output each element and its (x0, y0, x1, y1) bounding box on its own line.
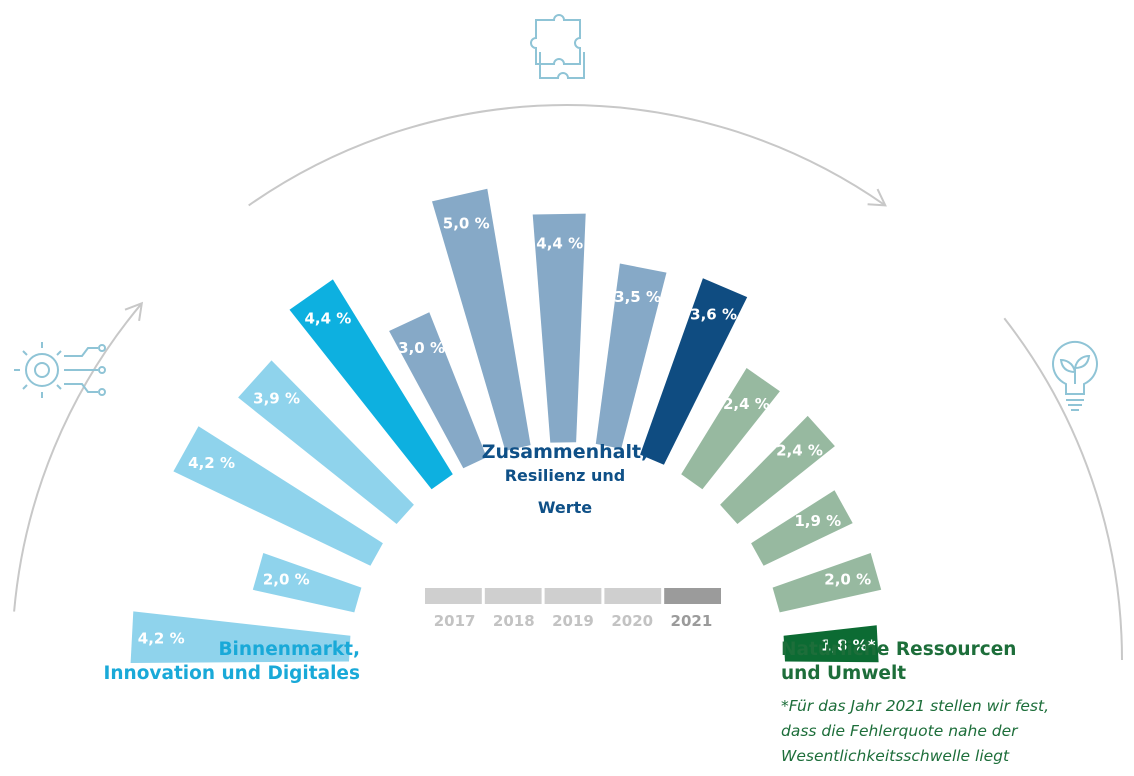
icons-layer (14, 14, 1098, 411)
bar-3-2020 (772, 553, 882, 613)
value-label: 2,0 % (824, 571, 871, 589)
bar-3-2021 (783, 625, 879, 663)
value-label: 4,4 % (536, 234, 583, 252)
value-label: 3,5 % (614, 288, 661, 306)
legend-swatch-2017 (425, 588, 482, 604)
puzzle-icon (530, 14, 585, 79)
label-line: und Umwelt (781, 663, 907, 684)
label-zusammenhalt: Zusammenhalt, Resilienz und Werte (440, 440, 690, 520)
footnote-line: Wesentlichkeitsschwelle liegt (781, 747, 1010, 765)
bar-3-2018 (720, 415, 835, 524)
value-label: 2,4 % (723, 395, 770, 413)
value-label: 4,2 % (138, 630, 185, 648)
bar-3-2019 (751, 490, 853, 566)
label-line: Resilienz und (504, 466, 626, 485)
legend-year: 2017 (433, 612, 476, 630)
arc-arrowhead (124, 301, 144, 322)
legend-swatch-2021 (664, 588, 721, 604)
arc-segment (13, 302, 143, 612)
bar-3-2017 (681, 368, 780, 490)
legend-swatches (425, 588, 721, 604)
bar-1-2017 (130, 611, 351, 663)
bar-2-2020 (595, 263, 667, 449)
bars-layer: 4,2 % 2,0 % 4,2 % 3,9 % 4,4 % 3,0 % 5,0 % 4,4 %… (130, 188, 882, 663)
legend-swatch-2020 (604, 588, 662, 604)
legend-years: 2017 2018 2019 2020 2021 (425, 612, 721, 630)
value-label: 4,4 % (304, 310, 351, 328)
label-line: Innovation und Digitales (103, 663, 360, 684)
bar-2-2017 (389, 312, 487, 469)
value-label: 1,8 %* (821, 636, 876, 654)
label-binnenmarkt: Binnenmarkt, Innovation und Digitales (70, 638, 360, 686)
bar-2-2018 (432, 188, 531, 451)
arc-segment (248, 104, 886, 207)
legend-swatch-2018 (484, 588, 542, 604)
arc-arrowhead (867, 188, 887, 207)
arc-segment (1003, 317, 1123, 661)
value-label: 2,4 % (776, 442, 823, 460)
value-label: 5,0 % (443, 215, 490, 233)
legend-year: 2020 (611, 612, 654, 630)
legend-swatch-2019 (544, 588, 602, 604)
value-label: 2,0 % (263, 571, 310, 589)
bar-1-2020 (238, 360, 414, 524)
surrounding-arc (13, 104, 1123, 661)
legend-year: 2018 (492, 612, 535, 630)
value-label: 1,9 % (794, 512, 841, 530)
legend-year: 2021 (670, 612, 713, 630)
footnote: *Für das Jahr 2021 stellen wir fest, das… (781, 694, 1111, 769)
footnote-line: *Für das Jahr 2021 stellen wir fest, (781, 697, 1050, 715)
value-label: 4,2 % (188, 454, 235, 472)
label-line: Zusammenhalt, (481, 441, 649, 463)
value-label: 3,6 % (690, 306, 737, 324)
lightbulb-plant-icon (1052, 341, 1098, 411)
gear-circuit-icon (14, 342, 106, 398)
bar-1-2021 (289, 279, 453, 490)
value-label: 3,9 % (253, 390, 300, 408)
label-line: Natürliche Ressourcen (781, 639, 1017, 660)
legend-year: 2019 (552, 612, 594, 630)
bar-2-2019 (532, 213, 586, 443)
bar-1-2019 (173, 426, 383, 566)
footnote-line: dass die Fehlerquote nahe der (781, 722, 1018, 740)
bar-1-2018 (252, 553, 362, 613)
bar-2-2021 (640, 278, 748, 465)
label-line: Binnenmarkt, (218, 639, 360, 660)
value-label: 3,0 % (398, 339, 445, 357)
label-natuerliche-ressourcen: Natürliche Ressourcen und Umwelt (781, 638, 1121, 686)
label-line: Werte (537, 498, 593, 517)
